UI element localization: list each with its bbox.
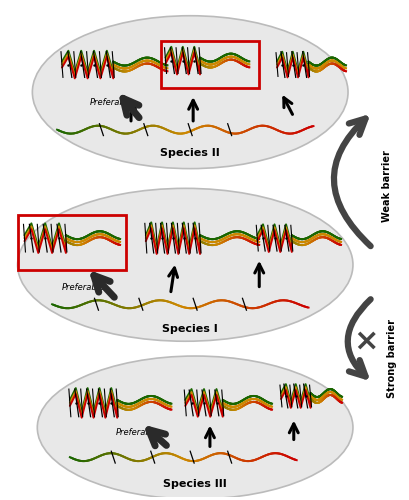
Text: Weak barrier: Weak barrier <box>382 150 393 222</box>
Ellipse shape <box>18 188 353 341</box>
Text: ×: × <box>353 326 378 356</box>
Text: Preferable: Preferable <box>116 428 160 437</box>
Text: Species III: Species III <box>163 479 227 489</box>
Bar <box>18 216 126 270</box>
Ellipse shape <box>32 16 348 169</box>
Text: Preferable: Preferable <box>90 98 133 106</box>
Text: Preferable: Preferable <box>62 283 105 292</box>
Text: Species I: Species I <box>162 324 218 334</box>
Bar <box>161 41 259 88</box>
Text: Species II: Species II <box>160 148 220 158</box>
Text: Strong barrier: Strong barrier <box>387 319 398 398</box>
Ellipse shape <box>37 356 353 499</box>
